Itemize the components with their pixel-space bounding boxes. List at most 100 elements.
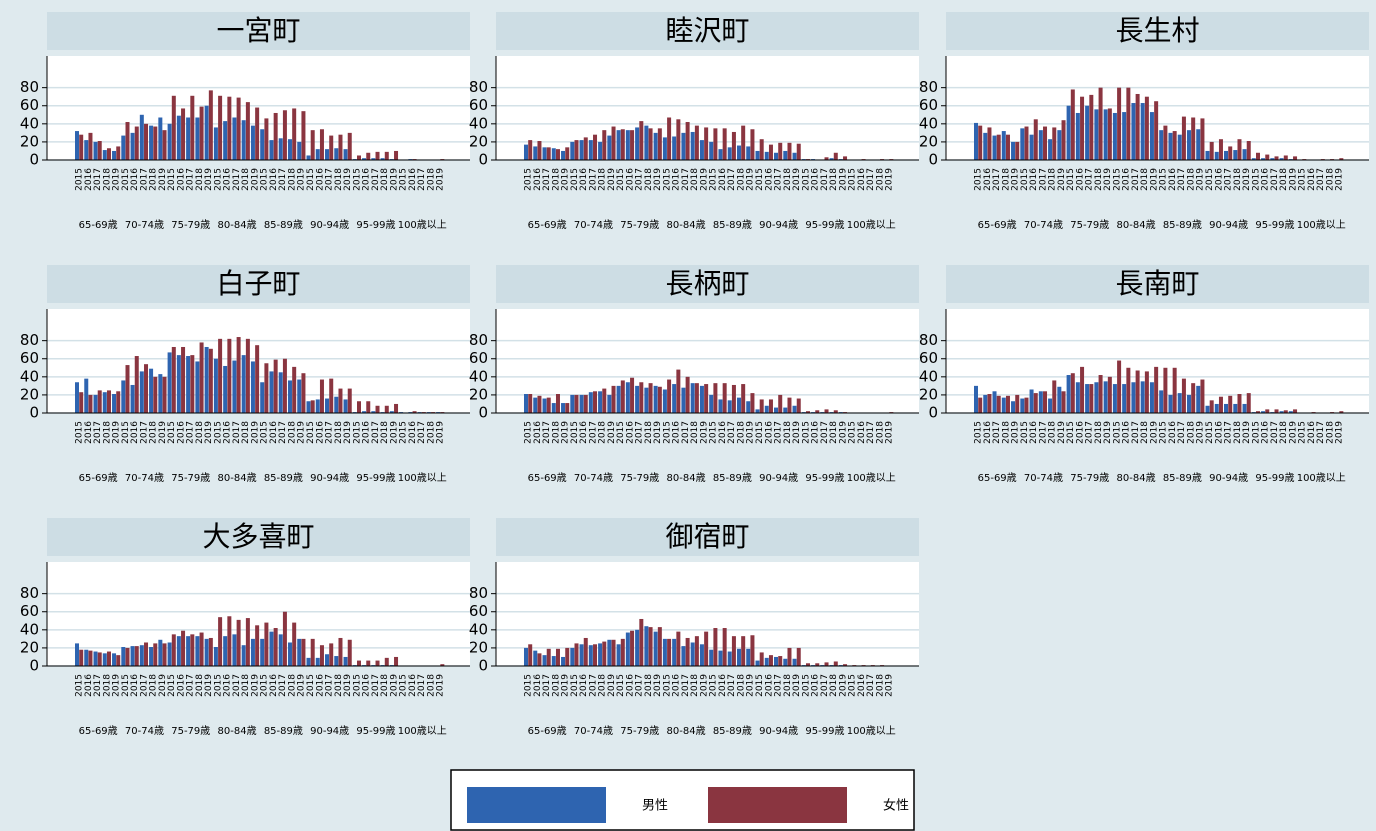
x-tick-label: 2018 bbox=[1140, 421, 1150, 444]
bar bbox=[1224, 403, 1229, 413]
bar bbox=[1140, 103, 1145, 160]
x-tick-label: 2015 bbox=[213, 421, 223, 444]
bar bbox=[1075, 112, 1080, 160]
bar bbox=[657, 386, 662, 413]
bar bbox=[653, 132, 658, 160]
bar bbox=[630, 130, 635, 160]
bar bbox=[287, 139, 292, 160]
x-tick-label: 2015 bbox=[709, 674, 719, 697]
bar bbox=[662, 389, 667, 413]
bar bbox=[1200, 379, 1205, 413]
bar bbox=[171, 346, 176, 413]
x-tick-label: 2016 bbox=[533, 168, 543, 191]
bar bbox=[759, 139, 764, 160]
bar bbox=[1107, 108, 1112, 160]
y-tick-label: 40 bbox=[20, 367, 39, 385]
x-tick-label: 2019 bbox=[1011, 421, 1021, 444]
x-tick-label: 2015 bbox=[570, 421, 580, 444]
x-tick-label: 2015 bbox=[848, 168, 858, 191]
x-tick-label: 2018 bbox=[102, 421, 112, 444]
bar bbox=[334, 396, 339, 413]
x-tick-label: 2019 bbox=[343, 674, 353, 697]
bar bbox=[1228, 146, 1233, 160]
title-band bbox=[946, 12, 1369, 50]
bar bbox=[1131, 382, 1136, 413]
y-tick-label: 20 bbox=[469, 132, 488, 150]
bar bbox=[829, 158, 834, 160]
x-tick-label: 2016 bbox=[625, 168, 635, 191]
x-tick-label: 2015 bbox=[399, 168, 409, 191]
bar bbox=[546, 397, 551, 413]
bar bbox=[106, 651, 111, 666]
x-tick-label: 2019 bbox=[436, 674, 446, 697]
x-tick-label: 2019 bbox=[1196, 168, 1206, 191]
x-tick-label: 2015 bbox=[662, 421, 672, 444]
bar bbox=[583, 394, 588, 413]
bar bbox=[1112, 112, 1117, 160]
x-tick-label: 2019 bbox=[1242, 421, 1252, 444]
x-tick-label: 2019 bbox=[699, 674, 709, 697]
group-label: 70-74歳 bbox=[125, 472, 164, 484]
bar bbox=[824, 157, 829, 160]
x-tick-label: 2017 bbox=[774, 674, 784, 697]
x-tick-label: 2016 bbox=[857, 421, 867, 444]
x-tick-label: 2018 bbox=[334, 421, 344, 444]
bar bbox=[144, 123, 149, 160]
bar bbox=[269, 631, 274, 666]
bar bbox=[1256, 152, 1260, 160]
bar bbox=[727, 651, 732, 666]
x-tick-label: 2017 bbox=[992, 421, 1002, 444]
x-tick-label: 2018 bbox=[1279, 168, 1289, 191]
x-tick-label: 2017 bbox=[681, 674, 691, 697]
x-tick-label: 2019 bbox=[838, 674, 848, 697]
bar bbox=[667, 638, 672, 666]
x-tick-label: 2016 bbox=[764, 674, 774, 697]
x-tick-label: 2016 bbox=[718, 421, 728, 444]
x-tick-label: 2015 bbox=[1159, 421, 1169, 444]
x-tick-label: 2016 bbox=[1214, 421, 1224, 444]
bar bbox=[657, 128, 662, 160]
bar bbox=[611, 385, 616, 413]
title-band bbox=[946, 265, 1369, 303]
bar bbox=[843, 156, 848, 160]
x-tick-label: 2018 bbox=[783, 674, 793, 697]
bar bbox=[1070, 373, 1075, 413]
panel-title: 白子町 bbox=[216, 267, 300, 300]
x-tick-label: 2018 bbox=[287, 421, 297, 444]
bar bbox=[1233, 403, 1238, 413]
bar bbox=[1080, 96, 1085, 160]
x-tick-label: 2018 bbox=[287, 674, 297, 697]
bar bbox=[260, 638, 265, 666]
x-tick-label: 2019 bbox=[561, 674, 571, 697]
bar bbox=[588, 392, 593, 413]
x-tick-label: 2015 bbox=[352, 421, 362, 444]
bar bbox=[796, 647, 801, 666]
y-tick-label: 0 bbox=[29, 657, 39, 675]
x-tick-label: 2016 bbox=[1214, 168, 1224, 191]
group-label: 80-84歳 bbox=[218, 725, 257, 737]
bar bbox=[1103, 381, 1108, 413]
x-tick-label: 2019 bbox=[1288, 168, 1298, 191]
x-tick-label: 2015 bbox=[1298, 421, 1308, 444]
bar bbox=[1135, 93, 1140, 160]
bar bbox=[176, 115, 181, 160]
bar bbox=[1131, 103, 1136, 160]
group-label: 85-89歳 bbox=[713, 725, 752, 737]
bar bbox=[792, 658, 797, 666]
bar bbox=[343, 399, 348, 413]
bar bbox=[1011, 141, 1016, 160]
bar bbox=[983, 394, 988, 413]
bar bbox=[121, 135, 126, 160]
bar bbox=[1186, 130, 1191, 160]
x-tick-label: 2017 bbox=[866, 168, 876, 191]
bar bbox=[199, 632, 204, 666]
x-tick-label: 2018 bbox=[334, 674, 344, 697]
x-tick-label: 2019 bbox=[746, 168, 756, 191]
bar bbox=[112, 394, 117, 413]
x-tick-label: 2016 bbox=[533, 421, 543, 444]
y-tick-label: 40 bbox=[919, 114, 938, 132]
x-tick-label: 2017 bbox=[588, 674, 598, 697]
group-label: 75-79歳 bbox=[620, 725, 659, 737]
bar bbox=[97, 652, 102, 666]
bar bbox=[983, 132, 988, 160]
